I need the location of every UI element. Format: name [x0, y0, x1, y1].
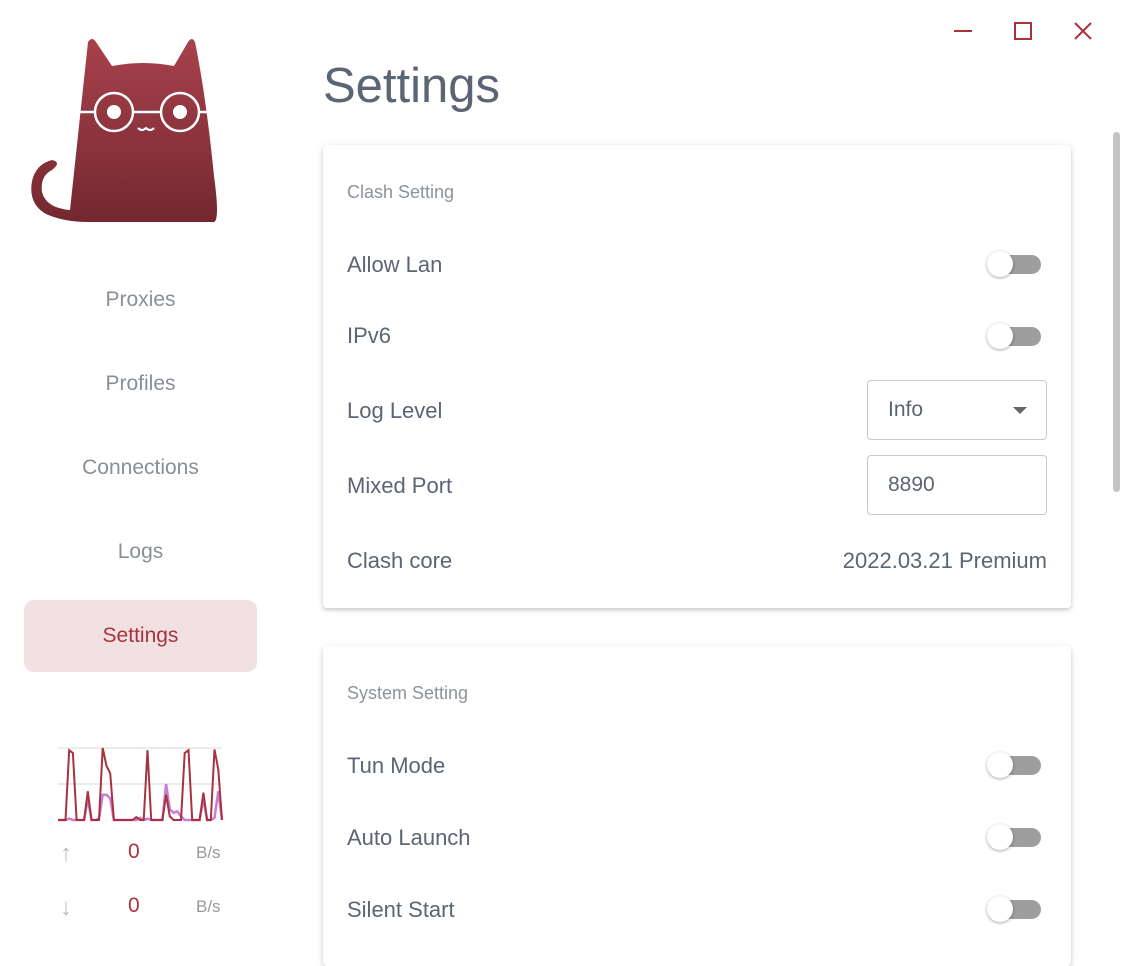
- ipv6-toggle[interactable]: [987, 323, 1043, 349]
- clash-core-label: Clash core: [347, 548, 453, 573]
- page-title: Settings: [323, 59, 501, 113]
- nav-settings[interactable]: Settings: [24, 600, 257, 672]
- nav-label: Profiles: [105, 372, 176, 395]
- upload-speed: ↑ 0 B/s: [58, 840, 228, 870]
- card-title: Clash Setting: [347, 182, 455, 202]
- card-title: System Setting: [347, 683, 469, 703]
- nav-label: Proxies: [105, 288, 176, 311]
- clash-core-version: 2022.03.21 Premium: [842, 548, 1047, 573]
- log-level-select[interactable]: Info: [867, 380, 1047, 440]
- sidebar: Proxies Profiles Connections Logs Settin…: [0, 0, 282, 937]
- nav-label: Connections: [82, 456, 199, 479]
- nav-label: Settings: [102, 624, 179, 647]
- arrow-up-icon: ↑: [60, 840, 72, 867]
- log-level-value: Info: [888, 398, 924, 421]
- ipv6-label: IPv6: [347, 323, 392, 348]
- auto-launch-label: Auto Launch: [347, 825, 471, 850]
- allow-lan-label: Allow Lan: [347, 252, 443, 277]
- app-logo-cat: [31, 39, 217, 222]
- tun-mode-toggle[interactable]: [987, 752, 1043, 778]
- minimize-icon[interactable]: [946, 14, 980, 48]
- log-level-label: Log Level: [347, 398, 443, 423]
- silent-start-label: Silent Start: [347, 897, 455, 922]
- nav-profiles[interactable]: Profiles: [24, 348, 257, 420]
- nav-label: Logs: [117, 540, 164, 563]
- mixed-port-value: 8890: [888, 473, 935, 496]
- nav-connections[interactable]: Connections: [24, 432, 257, 504]
- download-speed: ↓ 0 B/s: [58, 894, 228, 924]
- close-icon[interactable]: [1066, 14, 1100, 48]
- clash-setting-card: Clash Setting Allow Lan IPv6 Log Level I…: [323, 145, 1071, 608]
- upload-unit: B/s: [196, 843, 221, 862]
- download-series-line: [58, 783, 224, 822]
- nav-logs[interactable]: Logs: [24, 516, 257, 588]
- auto-launch-toggle[interactable]: [987, 824, 1043, 850]
- maximize-icon[interactable]: [1006, 14, 1040, 48]
- tun-mode-label: Tun Mode: [347, 753, 446, 778]
- mixed-port-input[interactable]: 8890: [867, 455, 1047, 515]
- upload-series-line: [58, 747, 223, 821]
- traffic-graph: [58, 747, 224, 822]
- nav-proxies[interactable]: Proxies: [24, 264, 257, 336]
- arrow-down-icon: ↓: [60, 894, 72, 921]
- allow-lan-toggle[interactable]: [987, 251, 1043, 277]
- download-unit: B/s: [196, 897, 221, 916]
- silent-start-toggle[interactable]: [987, 896, 1043, 922]
- system-setting-card: System Setting Tun Mode Auto Launch Sile…: [323, 646, 1071, 966]
- scrollbar[interactable]: [1113, 132, 1120, 492]
- upload-value: 0: [128, 840, 140, 863]
- mixed-port-label: Mixed Port: [347, 473, 453, 498]
- download-value: 0: [128, 894, 140, 917]
- dropdown-caret-icon: [1013, 407, 1027, 414]
